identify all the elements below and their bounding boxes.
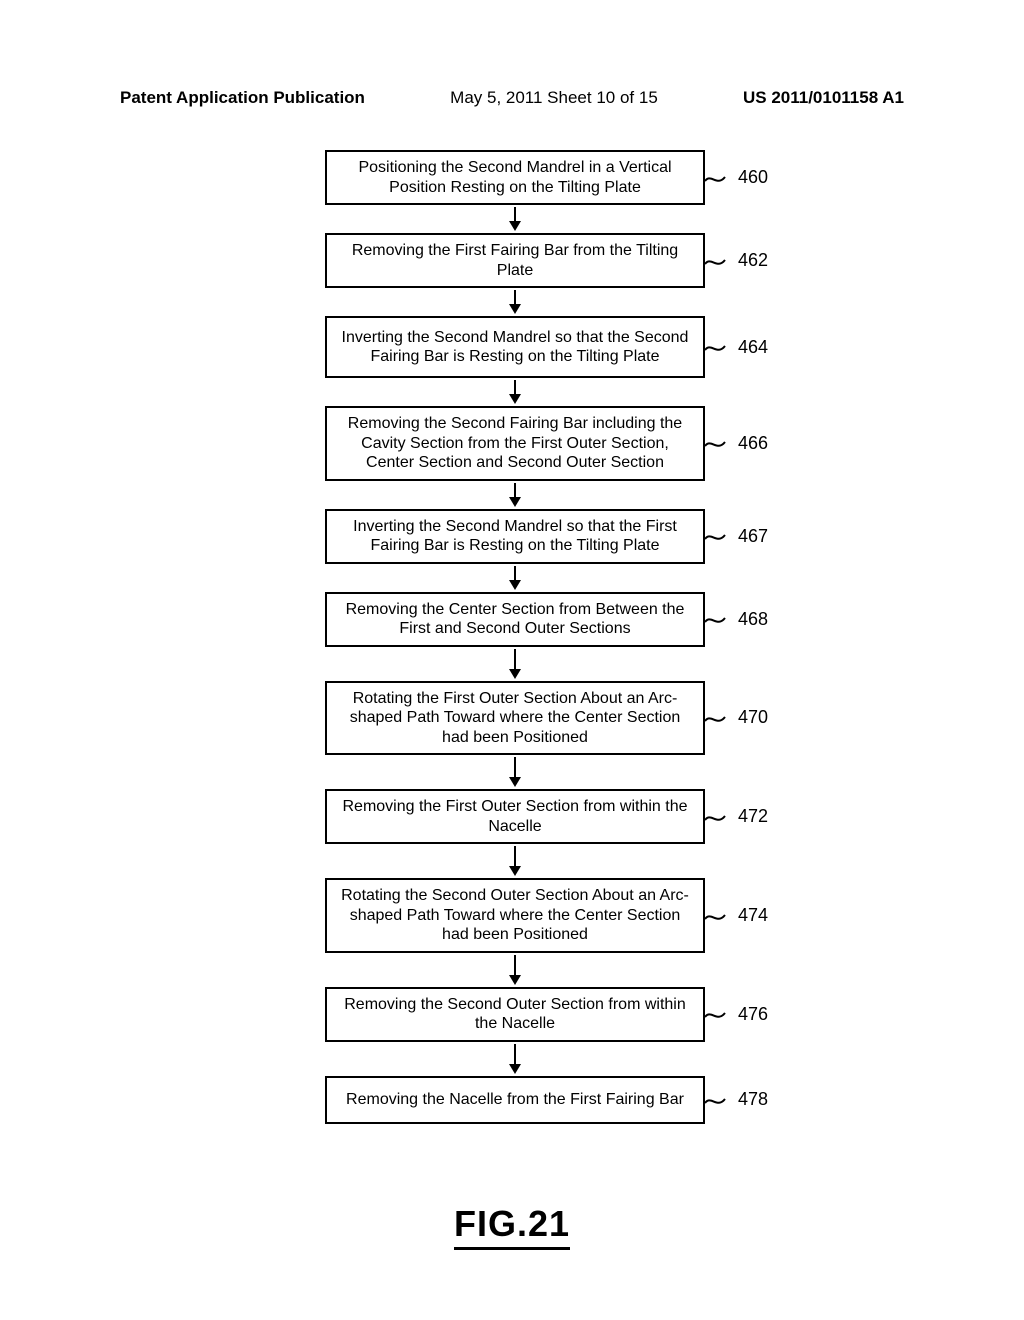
arrow-line [514, 757, 517, 777]
arrow [509, 290, 521, 314]
step-box: Removing the Second Outer Section from w… [325, 987, 705, 1042]
arrow [509, 1044, 521, 1074]
step-label: 462 [738, 250, 768, 271]
arrow [509, 846, 521, 876]
arrow-line [514, 380, 517, 394]
step-box: Removing the Second Fairing Bar includin… [325, 406, 705, 481]
step-label: 472 [738, 806, 768, 827]
step-row: Inverting the Second Mandrel so that the… [245, 509, 785, 564]
step-box: Inverting the Second Mandrel so that the… [325, 316, 705, 378]
figure-label-text: FIG.21 [454, 1203, 570, 1250]
step-row: Removing the Second Outer Section from w… [245, 987, 785, 1042]
step-row: Removing the First Fairing Bar from the … [245, 233, 785, 288]
leader-line [705, 1003, 727, 1025]
step-row: Rotating the First Outer Section About a… [245, 681, 785, 756]
step-label: 470 [738, 707, 768, 728]
step-box: Positioning the Second Mandrel in a Vert… [325, 150, 705, 205]
page-header: Patent Application Publication May 5, 20… [0, 88, 1024, 108]
step-row: Removing the Center Section from Between… [245, 592, 785, 647]
leader-line [705, 905, 727, 927]
header-left: Patent Application Publication [120, 88, 365, 108]
arrow [509, 207, 521, 231]
leader-line [705, 250, 727, 272]
leader-line [705, 707, 727, 729]
leader-line [705, 167, 727, 189]
arrow-head-icon [509, 975, 521, 985]
step-label: 467 [738, 526, 768, 547]
arrow-line [514, 649, 517, 669]
arrow-line [514, 483, 517, 497]
arrow-line [514, 1044, 517, 1064]
arrow [509, 566, 521, 590]
arrow-head-icon [509, 669, 521, 679]
leader-line [705, 432, 727, 454]
arrow [509, 380, 521, 404]
arrow-line [514, 566, 517, 580]
leader-line [705, 608, 727, 630]
step-row: Rotating the Second Outer Section About … [245, 878, 785, 953]
arrow-head-icon [509, 1064, 521, 1074]
arrow-line [514, 846, 517, 866]
arrow-head-icon [509, 866, 521, 876]
step-label: 476 [738, 1004, 768, 1025]
arrow-head-icon [509, 497, 521, 507]
arrow-head-icon [509, 221, 521, 231]
header-center: May 5, 2011 Sheet 10 of 15 [450, 88, 658, 108]
leader-line [705, 806, 727, 828]
arrow-line [514, 290, 517, 304]
arrow [509, 649, 521, 679]
leader-line [705, 336, 727, 358]
step-label: 464 [738, 337, 768, 358]
step-label: 468 [738, 609, 768, 630]
arrow-head-icon [509, 394, 521, 404]
arrow [509, 483, 521, 507]
step-label: 474 [738, 905, 768, 926]
step-box: Rotating the First Outer Section About a… [325, 681, 705, 756]
step-box: Removing the Nacelle from the First Fair… [325, 1076, 705, 1124]
arrow-line [514, 207, 517, 221]
step-box: Inverting the Second Mandrel so that the… [325, 509, 705, 564]
step-row: Positioning the Second Mandrel in a Vert… [245, 150, 785, 205]
step-box: Removing the First Fairing Bar from the … [325, 233, 705, 288]
arrow-head-icon [509, 777, 521, 787]
figure-label: FIG.21 [0, 1203, 1024, 1250]
step-box: Rotating the Second Outer Section About … [325, 878, 705, 953]
step-row: Removing the Second Fairing Bar includin… [245, 406, 785, 481]
arrow [509, 955, 521, 985]
leader-line [705, 1089, 727, 1111]
flowchart: Positioning the Second Mandrel in a Vert… [245, 150, 785, 1124]
step-row: Inverting the Second Mandrel so that the… [245, 316, 785, 378]
patent-page: Patent Application Publication May 5, 20… [0, 0, 1024, 1320]
step-box: Removing the Center Section from Between… [325, 592, 705, 647]
arrow-head-icon [509, 580, 521, 590]
arrow-line [514, 955, 517, 975]
step-label: 478 [738, 1089, 768, 1110]
leader-line [705, 525, 727, 547]
step-row: Removing the First Outer Section from wi… [245, 789, 785, 844]
header-right: US 2011/0101158 A1 [743, 88, 904, 108]
arrow [509, 757, 521, 787]
step-label: 466 [738, 433, 768, 454]
arrow-head-icon [509, 304, 521, 314]
step-label: 460 [738, 167, 768, 188]
step-box: Removing the First Outer Section from wi… [325, 789, 705, 844]
step-row: Removing the Nacelle from the First Fair… [245, 1076, 785, 1124]
